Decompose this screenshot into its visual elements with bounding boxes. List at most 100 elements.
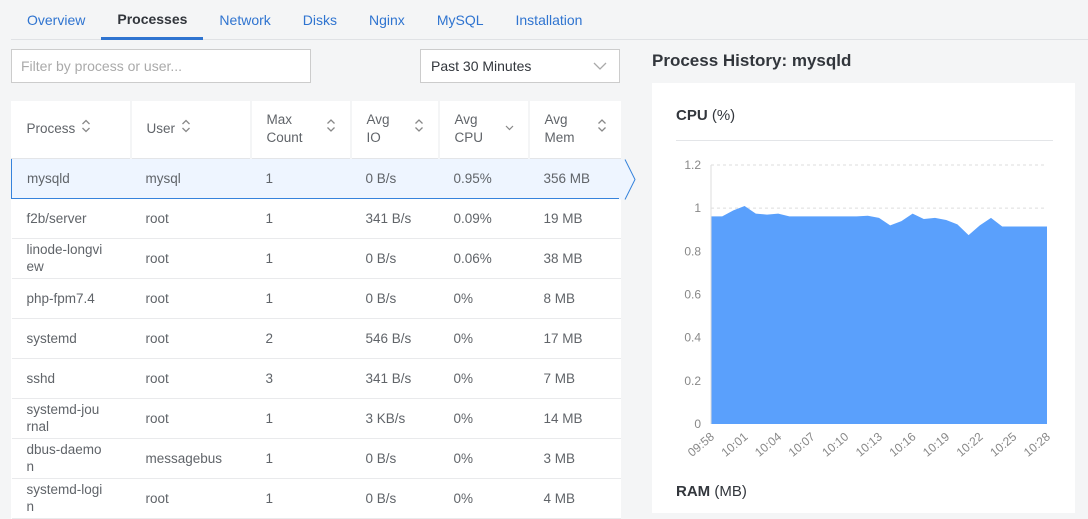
x-tick-label: 10:22 [954,429,986,459]
ram-chart-title: RAM (MB) [676,483,747,500]
cell-process: f2b/server [11,198,131,239]
cpu-chart-title: CPU (%) [676,107,736,124]
cell-process: linode-longview [11,238,131,279]
sort-icon [326,119,336,140]
table-row[interactable]: linode-longview root 1 0 B/s 0.06% 38 MB [11,238,621,279]
panel-title: Process History: mysqld [652,51,852,70]
column-label: Process [26,120,76,136]
y-tick-label: 0.4 [684,331,701,345]
cell-avg-io: 341 B/s [350,358,439,399]
tab-disks[interactable]: Disks [302,12,338,28]
x-tick-label: 10:25 [987,429,1019,459]
tab-installation[interactable]: Installation [515,12,583,28]
cell-avg-mem: 38 MB [528,238,621,279]
cell-user: messagebus [130,438,251,479]
column-label: Avg CPU [454,112,484,146]
table-row[interactable]: dbus-daemon messagebus 1 0 B/s 0% 3 MB [11,438,621,479]
table-row[interactable]: f2b/server root 1 341 B/s 0.09% 19 MB [11,198,621,239]
cell-avg-mem: 17 MB [528,318,621,359]
column-header-max-count[interactable]: Max Count [250,101,352,159]
process-table: Process User Max Count Avg IO Avg CPU Avg Mem… [11,101,621,519]
table-row[interactable]: systemd-login root 1 0 B/s 0% 4 MB [11,478,621,519]
time-range-select[interactable]: Past 30 Minutes [420,49,620,83]
column-header-process[interactable]: Process [11,101,132,159]
table-row[interactable]: systemd-journal root 1 3 KB/s 0% 14 MB [11,398,621,439]
x-tick-label: 10:28 [1021,429,1053,459]
cell-avg-mem: 356 MB [528,157,621,199]
tab-overview[interactable]: Overview [27,12,86,28]
cell-avg-mem: 8 MB [528,278,621,319]
tab-mysql[interactable]: MySQL [436,12,484,28]
process-history-card: CPU (%) 0 0.2 0.4 0.6 0.8 1 1.2 09:58 10:01 10:04… [652,83,1075,513]
cell-avg-cpu: 0% [438,478,529,519]
column-label: Avg Mem [544,112,575,146]
cell-process: dbus-daemon [11,438,131,479]
x-tick-label: 09:58 [685,429,717,459]
divider [676,140,1053,141]
tab-nginx[interactable]: Nginx [369,12,405,28]
cell-max-count: 1 [250,478,351,519]
cell-avg-io: 0 B/s [350,157,439,199]
cell-process: systemd [11,318,131,359]
x-tick-label: 10:10 [819,429,851,459]
cpu-area-chart: 00.20.40.60.811.209:58 10:01 10:04 10:07 10:… [684,158,1053,460]
cell-avg-io: 0 B/s [350,438,439,479]
x-tick-label: 10:07 [786,429,818,459]
y-tick-label: 0.2 [684,374,701,388]
x-tick-label: 10:04 [752,429,784,459]
cell-avg-cpu: 0% [438,278,529,319]
cell-avg-cpu: 0.95% [438,157,529,199]
cell-max-count: 1 [250,438,351,479]
table-row[interactable]: php-fpm7.4 root 1 0 B/s 0% 8 MB [11,278,621,319]
selected-row-arrow-icon [619,159,636,200]
cell-user: root [130,398,251,439]
cell-avg-cpu: 0.09% [438,198,529,239]
table-row[interactable]: systemd root 2 546 B/s 0% 17 MB [11,318,621,359]
cell-avg-io: 0 B/s [350,478,439,519]
cell-max-count: 1 [250,198,351,239]
cell-avg-io: 341 B/s [350,198,439,239]
cell-process: systemd-login [11,478,131,519]
column-header-avg-cpu[interactable]: Avg CPU [438,101,530,159]
cell-user: root [130,318,251,359]
x-tick-label: 10:13 [853,429,885,459]
cell-max-count: 1 [250,157,351,199]
cell-user: root [130,198,251,239]
cell-user: root [130,358,251,399]
x-tick-label: 10:19 [920,429,952,459]
cell-avg-io: 3 KB/s [350,398,439,439]
time-range-value: Past 30 Minutes [431,58,532,74]
table-row[interactable]: sshd root 3 341 B/s 0% 7 MB [11,358,621,399]
x-tick-label: 10:01 [719,429,751,459]
cell-avg-io: 0 B/s [350,278,439,319]
y-tick-label: 0 [694,417,701,431]
filter-input[interactable] [11,49,311,83]
sort-icon [597,119,607,140]
cell-avg-io: 546 B/s [350,318,439,359]
cell-avg-cpu: 0% [438,398,529,439]
column-header-user[interactable]: User [130,101,252,159]
cell-avg-cpu: 0% [438,318,529,359]
cell-user: root [130,478,251,519]
x-tick-label: 10:16 [887,429,919,459]
cell-max-count: 1 [250,398,351,439]
cell-process: systemd-journal [11,398,131,439]
column-header-avg-io[interactable]: Avg IO [350,101,440,159]
column-label: Max Count [266,112,303,146]
tab-bar: Overview Processes Network Disks Nginx MySQL I… [11,0,1088,40]
cell-user: root [130,278,251,319]
y-tick-label: 0.8 [684,244,701,258]
table-row[interactable]: mysqld mysql 1 0 B/s 0.95% 356 MB [11,157,621,199]
cell-process: mysqld [11,157,131,199]
sort-icon [181,119,191,136]
cell-process: sshd [11,358,131,399]
cell-user: root [130,238,251,279]
tab-processes[interactable]: Processes [101,0,204,40]
chevron-down-icon [593,62,607,70]
column-label: Avg IO [366,112,390,146]
column-header-avg-mem[interactable]: Avg Mem [528,101,621,159]
cell-avg-mem: 3 MB [528,438,621,479]
tab-network[interactable]: Network [219,12,271,28]
cell-avg-mem: 7 MB [528,358,621,399]
cell-avg-cpu: 0.06% [438,238,529,279]
